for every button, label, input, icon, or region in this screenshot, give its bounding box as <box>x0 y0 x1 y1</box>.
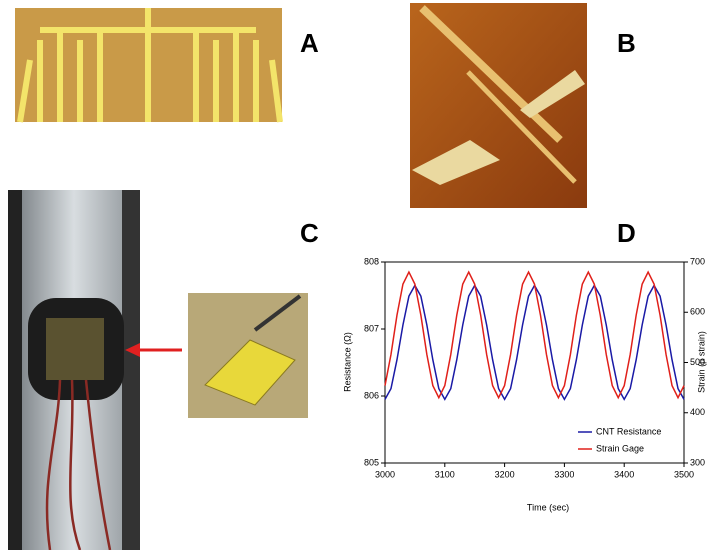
x-tick-label: 3300 <box>554 469 574 479</box>
y2-tick-label: 600 <box>690 307 705 317</box>
legend-label: Strain Gage <box>596 443 644 453</box>
y2-tick-label: 500 <box>690 357 705 367</box>
y-axis-label: Resistance (Ω) <box>342 332 352 392</box>
y2-tick-label: 300 <box>690 457 705 467</box>
figure: A B C D Time (sec) Resistance (Ω) Strain… <box>0 0 707 550</box>
photo-c <box>188 293 308 418</box>
series-line <box>385 272 684 398</box>
y2-tick-label: 400 <box>690 407 705 417</box>
x-tick-label: 3100 <box>435 469 455 479</box>
panel-label: C <box>300 218 319 248</box>
y2-tick-label: 700 <box>690 256 705 266</box>
y-tick-label: 805 <box>364 457 379 467</box>
panel-label: D <box>617 218 636 248</box>
legend-label: CNT Resistance <box>596 426 661 436</box>
photo-b <box>410 3 587 208</box>
x-tick-label: 3400 <box>614 469 634 479</box>
photo-specimen <box>8 190 140 550</box>
y-tick-label: 808 <box>364 256 379 266</box>
y-tick-label: 807 <box>364 323 379 333</box>
photo-a <box>15 8 282 122</box>
panel-label: B <box>617 28 636 58</box>
x-tick-label: 3000 <box>375 469 395 479</box>
x-tick-label: 3200 <box>495 469 515 479</box>
x-tick-label: 3500 <box>674 469 694 479</box>
y-tick-label: 806 <box>364 390 379 400</box>
panel-label: A <box>300 28 319 58</box>
x-axis-label: Time (sec) <box>527 502 569 512</box>
